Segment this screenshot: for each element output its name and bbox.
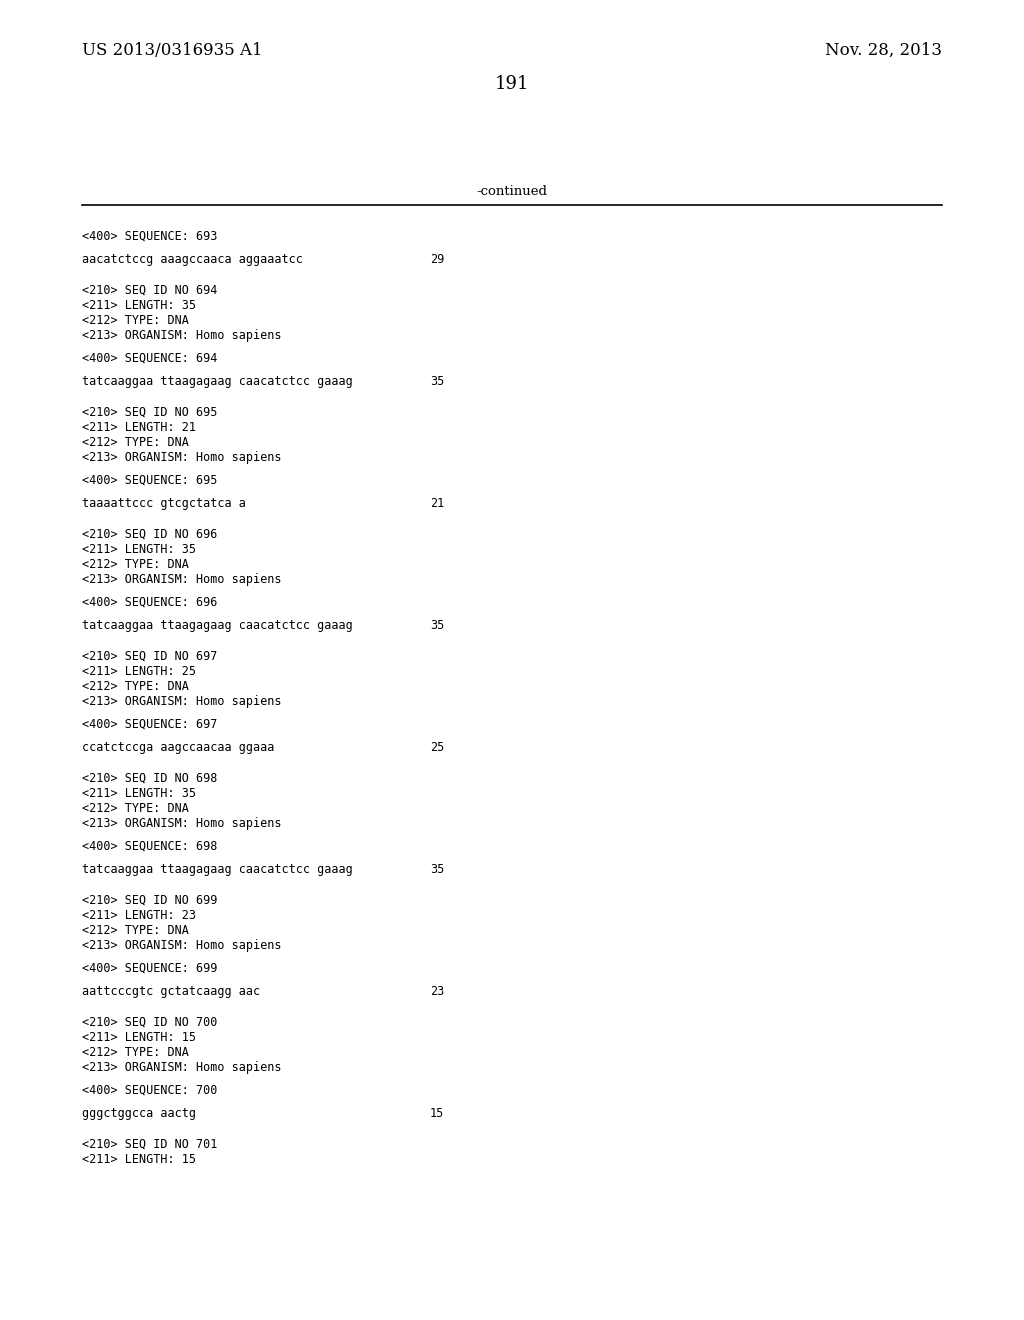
Text: 21: 21 <box>430 498 444 510</box>
Text: 35: 35 <box>430 863 444 876</box>
Text: <400> SEQUENCE: 700: <400> SEQUENCE: 700 <box>82 1084 217 1097</box>
Text: <211> LENGTH: 15: <211> LENGTH: 15 <box>82 1031 196 1044</box>
Text: 35: 35 <box>430 375 444 388</box>
Text: <210> SEQ ID NO 700: <210> SEQ ID NO 700 <box>82 1016 217 1030</box>
Text: <211> LENGTH: 35: <211> LENGTH: 35 <box>82 787 196 800</box>
Text: <400> SEQUENCE: 696: <400> SEQUENCE: 696 <box>82 597 217 609</box>
Text: 15: 15 <box>430 1107 444 1119</box>
Text: <210> SEQ ID NO 698: <210> SEQ ID NO 698 <box>82 772 217 785</box>
Text: <400> SEQUENCE: 693: <400> SEQUENCE: 693 <box>82 230 217 243</box>
Text: <400> SEQUENCE: 697: <400> SEQUENCE: 697 <box>82 718 217 731</box>
Text: aattcccgtc gctatcaagg aac: aattcccgtc gctatcaagg aac <box>82 985 260 998</box>
Text: <213> ORGANISM: Homo sapiens: <213> ORGANISM: Homo sapiens <box>82 1061 282 1074</box>
Text: <210> SEQ ID NO 701: <210> SEQ ID NO 701 <box>82 1138 217 1151</box>
Text: <212> TYPE: DNA: <212> TYPE: DNA <box>82 924 188 937</box>
Text: ccatctccga aagccaacaa ggaaa: ccatctccga aagccaacaa ggaaa <box>82 741 274 754</box>
Text: <400> SEQUENCE: 694: <400> SEQUENCE: 694 <box>82 352 217 366</box>
Text: <212> TYPE: DNA: <212> TYPE: DNA <box>82 1045 188 1059</box>
Text: <212> TYPE: DNA: <212> TYPE: DNA <box>82 680 188 693</box>
Text: <400> SEQUENCE: 699: <400> SEQUENCE: 699 <box>82 962 217 975</box>
Text: <213> ORGANISM: Homo sapiens: <213> ORGANISM: Homo sapiens <box>82 451 282 465</box>
Text: <211> LENGTH: 25: <211> LENGTH: 25 <box>82 665 196 678</box>
Text: <211> LENGTH: 15: <211> LENGTH: 15 <box>82 1152 196 1166</box>
Text: <213> ORGANISM: Homo sapiens: <213> ORGANISM: Homo sapiens <box>82 329 282 342</box>
Text: gggctggcca aactg: gggctggcca aactg <box>82 1107 196 1119</box>
Text: <211> LENGTH: 23: <211> LENGTH: 23 <box>82 909 196 921</box>
Text: <400> SEQUENCE: 695: <400> SEQUENCE: 695 <box>82 474 217 487</box>
Text: <213> ORGANISM: Homo sapiens: <213> ORGANISM: Homo sapiens <box>82 573 282 586</box>
Text: <211> LENGTH: 35: <211> LENGTH: 35 <box>82 300 196 312</box>
Text: -continued: -continued <box>476 185 548 198</box>
Text: <210> SEQ ID NO 694: <210> SEQ ID NO 694 <box>82 284 217 297</box>
Text: <210> SEQ ID NO 699: <210> SEQ ID NO 699 <box>82 894 217 907</box>
Text: <210> SEQ ID NO 695: <210> SEQ ID NO 695 <box>82 407 217 418</box>
Text: <212> TYPE: DNA: <212> TYPE: DNA <box>82 436 188 449</box>
Text: <212> TYPE: DNA: <212> TYPE: DNA <box>82 803 188 814</box>
Text: Nov. 28, 2013: Nov. 28, 2013 <box>825 42 942 59</box>
Text: tatcaaggaa ttaagagaag caacatctcc gaaag: tatcaaggaa ttaagagaag caacatctcc gaaag <box>82 619 352 632</box>
Text: <210> SEQ ID NO 697: <210> SEQ ID NO 697 <box>82 649 217 663</box>
Text: <211> LENGTH: 35: <211> LENGTH: 35 <box>82 543 196 556</box>
Text: taaaattccc gtcgctatca a: taaaattccc gtcgctatca a <box>82 498 246 510</box>
Text: 23: 23 <box>430 985 444 998</box>
Text: tatcaaggaa ttaagagaag caacatctcc gaaag: tatcaaggaa ttaagagaag caacatctcc gaaag <box>82 375 352 388</box>
Text: 191: 191 <box>495 75 529 92</box>
Text: US 2013/0316935 A1: US 2013/0316935 A1 <box>82 42 262 59</box>
Text: <213> ORGANISM: Homo sapiens: <213> ORGANISM: Homo sapiens <box>82 939 282 952</box>
Text: <400> SEQUENCE: 698: <400> SEQUENCE: 698 <box>82 840 217 853</box>
Text: <213> ORGANISM: Homo sapiens: <213> ORGANISM: Homo sapiens <box>82 696 282 708</box>
Text: <211> LENGTH: 21: <211> LENGTH: 21 <box>82 421 196 434</box>
Text: 35: 35 <box>430 619 444 632</box>
Text: aacatctccg aaagccaaca aggaaatcc: aacatctccg aaagccaaca aggaaatcc <box>82 253 303 267</box>
Text: <210> SEQ ID NO 696: <210> SEQ ID NO 696 <box>82 528 217 541</box>
Text: tatcaaggaa ttaagagaag caacatctcc gaaag: tatcaaggaa ttaagagaag caacatctcc gaaag <box>82 863 352 876</box>
Text: <212> TYPE: DNA: <212> TYPE: DNA <box>82 558 188 572</box>
Text: 25: 25 <box>430 741 444 754</box>
Text: <212> TYPE: DNA: <212> TYPE: DNA <box>82 314 188 327</box>
Text: <213> ORGANISM: Homo sapiens: <213> ORGANISM: Homo sapiens <box>82 817 282 830</box>
Text: 29: 29 <box>430 253 444 267</box>
